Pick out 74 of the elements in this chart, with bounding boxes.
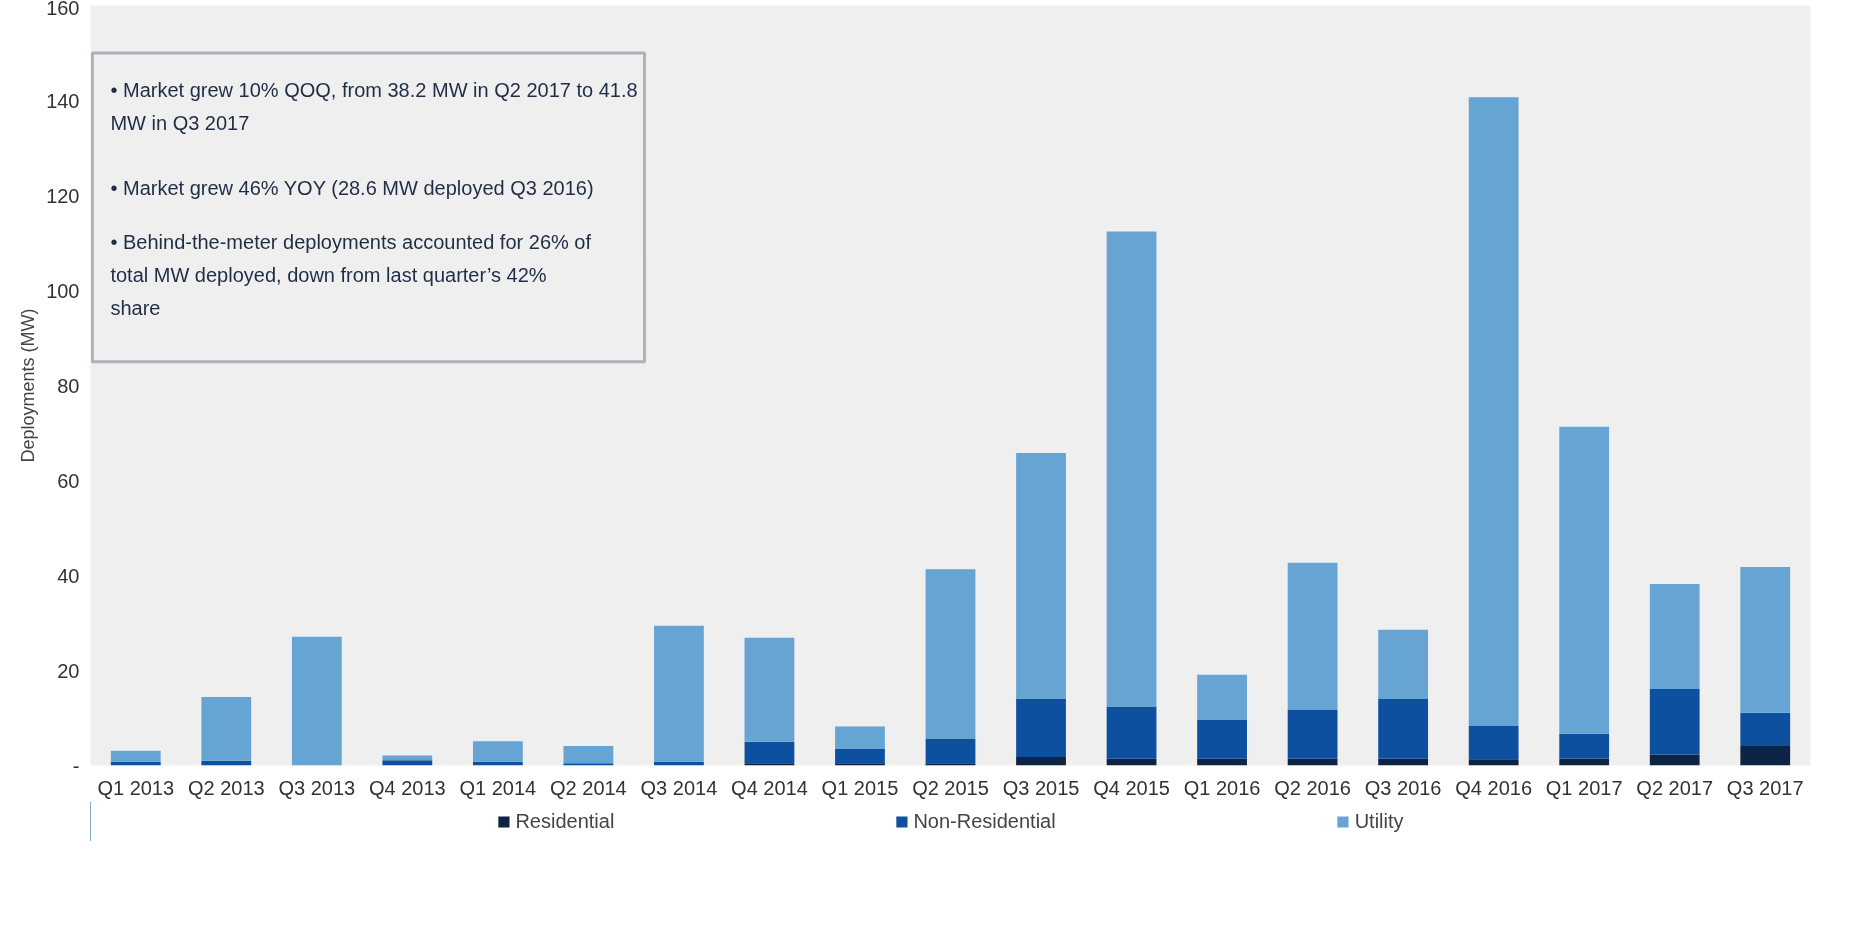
y-tick-label: 20: [57, 659, 80, 682]
bar: [291, 636, 342, 766]
annotation: • Market grew 10% QOQ, from 38.2 MW in Q2 2017 to 41.8 MW in Q3 2017: [110, 79, 638, 135]
bar: [835, 748, 885, 764]
x-tick-label: Q3 2016: [1364, 776, 1442, 799]
x-tick-label: Q1 2013: [97, 776, 175, 799]
bar: [563, 746, 614, 764]
x-tick-label: Q1 2014: [459, 776, 537, 799]
bar: [1106, 231, 1157, 707]
x-tick-label: Q3 2014: [640, 776, 718, 799]
bar: [201, 697, 252, 761]
bar: [1016, 756, 1066, 766]
bar: [1468, 726, 1519, 760]
y-tick-label: 60: [57, 469, 80, 492]
legend-label: Residential: [515, 809, 615, 833]
x-tick-label: Q2 2013: [187, 776, 265, 799]
bar: [654, 625, 704, 762]
bar: [925, 569, 976, 739]
bar: [1378, 629, 1429, 699]
x-tick-label: Q1 2016: [1183, 776, 1261, 799]
bar: [744, 637, 795, 742]
x-tick-label: Q3 2015: [1002, 776, 1080, 799]
legend-label: Non-Residential: [913, 809, 1056, 833]
bar: [1287, 758, 1338, 766]
x-tick-label: Q2 2015: [912, 776, 989, 799]
bar: [1287, 709, 1338, 759]
y-tick-label: 40: [57, 564, 80, 587]
y-tick-label: -: [72, 754, 80, 777]
bar: [1649, 584, 1700, 690]
bar: [1740, 712, 1791, 747]
bar: [1378, 698, 1429, 759]
y-axis-title: Deployments (MW): [18, 308, 39, 463]
x-tick-label: Q3 2013: [278, 776, 356, 799]
bar: [1468, 759, 1519, 766]
bar: [925, 738, 976, 764]
bar: [1378, 758, 1429, 766]
bar: [1559, 426, 1610, 734]
y-tick-label: 80: [57, 374, 80, 397]
y-tick-label: 120: [46, 184, 80, 207]
x-tick-label: Q3 2017: [1726, 776, 1804, 799]
legend-label: Utility: [1354, 809, 1404, 833]
annotation: • Behind-the-meter deployments accounted for 26% of total MW deployed, down from last quarter’s 42% share: [110, 231, 592, 320]
x-tick-label: Q2 2016: [1274, 776, 1351, 799]
bar: [1197, 674, 1247, 720]
annotation: • Market grew 46% YOY (28.6 MW deployed Q3 2016): [110, 176, 594, 199]
x-tick-label: Q2 2014: [550, 776, 627, 799]
y-tick-label: 140: [46, 89, 80, 112]
x-tick-label: Q4 2016: [1455, 776, 1533, 799]
bar: [1287, 562, 1338, 710]
bar: [382, 760, 433, 766]
bar: [1197, 719, 1247, 759]
y-tick-label: 100: [46, 279, 80, 302]
bar: [1106, 706, 1157, 759]
bar: [1197, 758, 1247, 766]
x-tick-label: Q1 2017: [1545, 776, 1623, 799]
x-tick-label: Q2 2017: [1636, 776, 1714, 799]
bar: [744, 741, 795, 764]
bar: [1649, 754, 1700, 766]
bar: [110, 750, 161, 762]
x-tick-label: Q4 2014: [731, 776, 808, 799]
bar: [835, 726, 885, 749]
bar: [1016, 452, 1066, 699]
x-tick-label: Q4 2015: [1093, 776, 1170, 799]
x-tick-label: Q1 2015: [821, 776, 899, 799]
bar: [1468, 97, 1519, 727]
bar: [1559, 733, 1610, 759]
x-tick-label: Q4 2013: [368, 776, 446, 799]
bar: [1649, 689, 1700, 755]
bar: [1740, 566, 1791, 713]
bar: [1559, 758, 1610, 766]
bar: [1016, 698, 1066, 757]
y-tick-label: 160: [46, 0, 80, 19]
bar: [472, 741, 523, 762]
bar: [1740, 746, 1791, 766]
